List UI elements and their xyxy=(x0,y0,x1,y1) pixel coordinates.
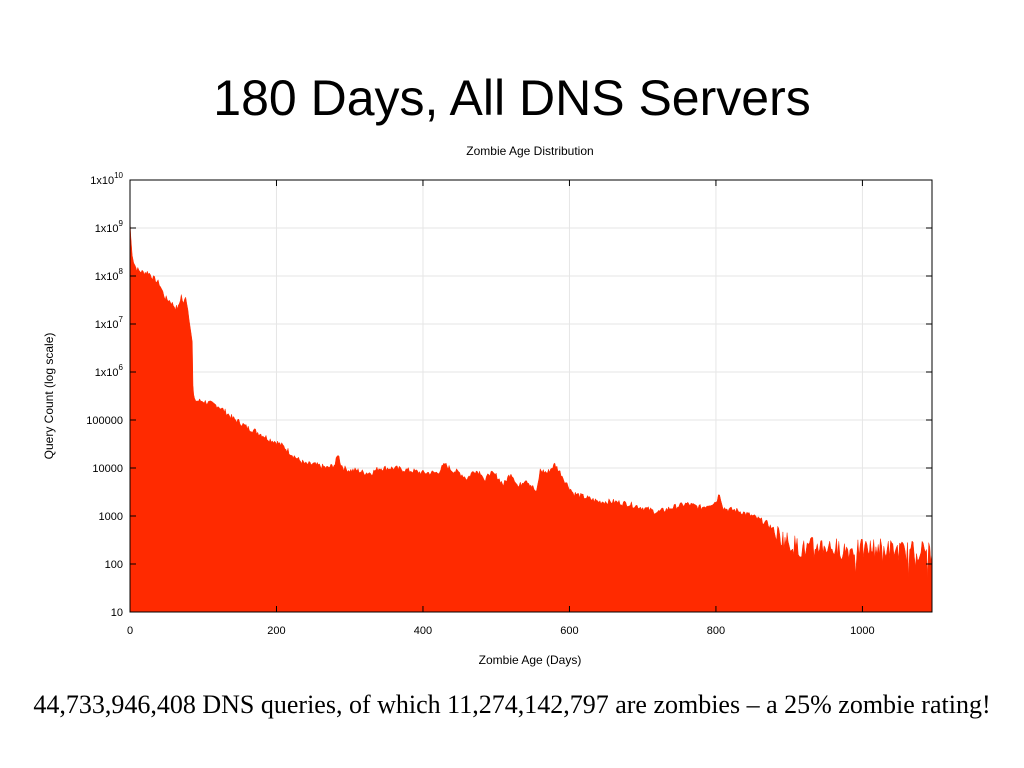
y-tick-label: 10000 xyxy=(92,463,123,475)
y-tick-exponent: 9 xyxy=(119,219,124,228)
x-tick-label: 1000 xyxy=(850,625,874,637)
y-tick-label: 1x109 xyxy=(95,219,124,235)
zombie-age-chart: Zombie Age Distribution 1x1010 1x109 1x108… xyxy=(42,144,933,667)
y-tick-label: 10 xyxy=(111,607,123,619)
y-tick-exponent: 6 xyxy=(119,363,124,372)
y-tick-label: 1x1010 xyxy=(90,171,123,187)
series-area xyxy=(129,219,933,613)
slide-caption: 44,733,946,408 DNS queries, of which 11,… xyxy=(33,690,991,719)
y-tick-exponent: 7 xyxy=(119,315,124,324)
y-tick-label: 1x107 xyxy=(95,315,124,331)
y-tick-label: 1000 xyxy=(99,511,123,523)
y-tick-label: 1x106 xyxy=(95,363,124,379)
y-tick-label: 100000 xyxy=(86,415,123,427)
plot-frame xyxy=(129,179,933,613)
y-tick-exponent: 10 xyxy=(114,171,123,180)
x-ticks: 0 200 400 600 800 1000 xyxy=(127,180,875,637)
y-tick-label: 100 xyxy=(105,559,123,571)
x-tick-label: 400 xyxy=(414,625,432,637)
y-tick-exponent: 8 xyxy=(119,267,124,276)
x-tick-label: 600 xyxy=(560,625,578,637)
x-tick-label: 200 xyxy=(267,625,285,637)
x-tick-label: 800 xyxy=(707,625,725,637)
x-axis-label: Zombie Age (Days) xyxy=(479,653,582,667)
y-tick-label: 1x108 xyxy=(95,267,124,283)
chart-title: Zombie Age Distribution xyxy=(466,144,593,158)
y-axis-label: Query Count (log scale) xyxy=(42,333,56,460)
y-ticks: 1x1010 1x109 1x108 1x107 1x106 100000 10000 100… xyxy=(86,171,932,619)
slide-title: 180 Days, All DNS Servers xyxy=(213,70,811,126)
x-tick-label: 0 xyxy=(127,625,133,637)
